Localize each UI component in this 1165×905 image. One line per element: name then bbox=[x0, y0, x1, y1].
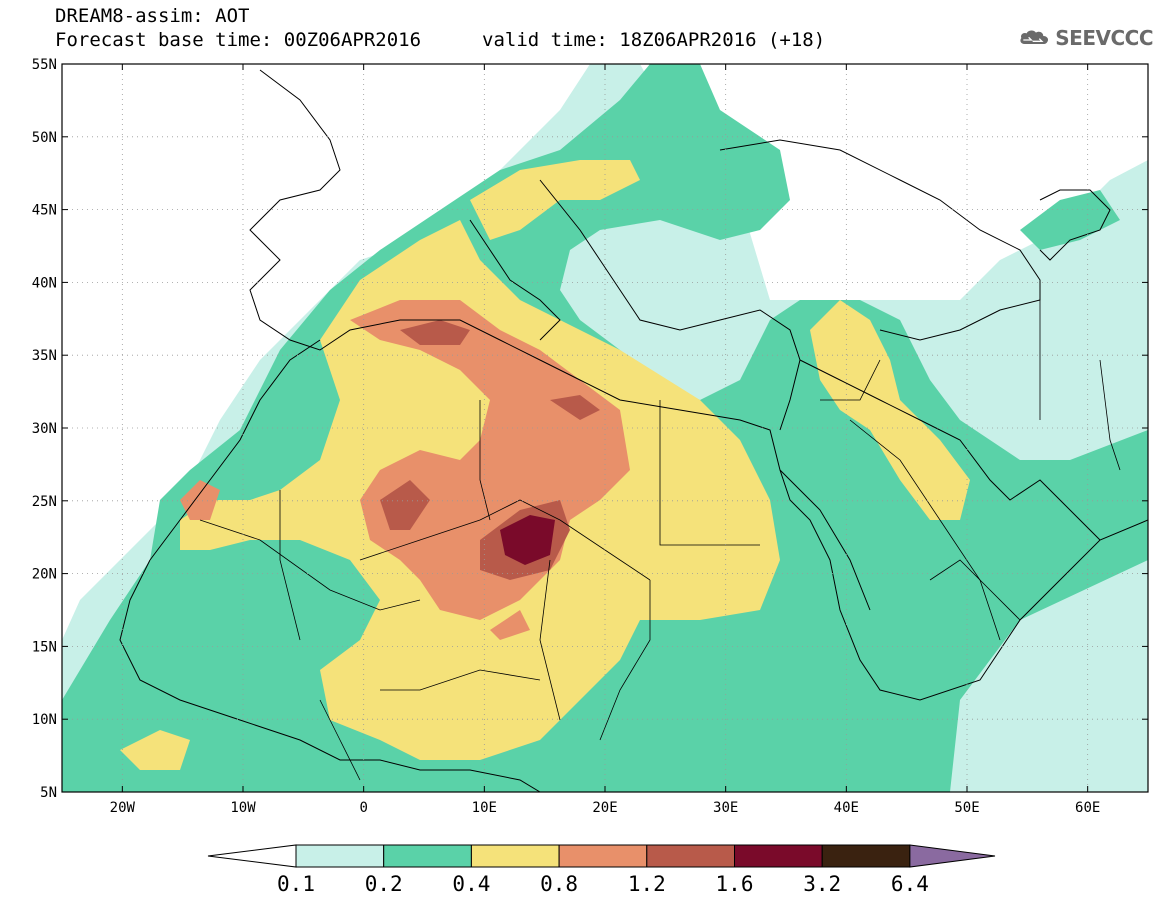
map-grid bbox=[62, 64, 1148, 792]
lon-tick-label: 20E bbox=[592, 800, 617, 816]
lon-tick-label: 50E bbox=[954, 800, 979, 816]
base-time-label: Forecast base time: 00Z06APR2016 bbox=[55, 29, 422, 51]
lon-tick-label: 60E bbox=[1075, 800, 1100, 816]
lon-tick-label: 10W bbox=[230, 800, 256, 816]
legend-color-box bbox=[470, 844, 560, 868]
aot-contour-1.2-east bbox=[550, 395, 600, 420]
lon-tick-label: 10E bbox=[472, 800, 497, 816]
aot-contour-0.2-east bbox=[1020, 190, 1120, 250]
legend-label: 0.8 bbox=[540, 872, 578, 896]
legend-label: 1.2 bbox=[628, 872, 666, 896]
lon-tick-label: 40E bbox=[834, 800, 859, 816]
lon-tick-label: 0 bbox=[359, 800, 367, 816]
lat-tick-label: 15N bbox=[32, 639, 57, 655]
cloud-icon bbox=[1020, 30, 1049, 44]
lat-tick-label: 50N bbox=[32, 130, 57, 146]
lat-tick-label: 45N bbox=[32, 203, 57, 219]
aot-contour-1.6 bbox=[500, 515, 555, 565]
aot-contour-0.4-west bbox=[120, 730, 190, 770]
latitude-axis: 55N 50N 45N 40N 35N 30N 25N 20N 15N 10N 5N bbox=[32, 57, 1148, 801]
legend-label: 0.4 bbox=[452, 872, 490, 896]
legend-color-box bbox=[383, 844, 472, 868]
aot-contour-0.4-gulf bbox=[810, 300, 970, 520]
legend-color-box bbox=[821, 844, 911, 868]
legend-label: 6.4 bbox=[891, 872, 929, 896]
lon-tick-label: 20W bbox=[110, 800, 136, 816]
longitude-axis: 20W 10W 0 10E 20E 30E 40E 50E 60E bbox=[110, 64, 1100, 816]
lat-tick-label: 55N bbox=[32, 57, 57, 73]
lat-tick-label: 20N bbox=[32, 567, 57, 583]
map-title: DREAM8-assim: AOT bbox=[55, 5, 250, 27]
aot-contour-1.2-central bbox=[380, 480, 430, 530]
legend-color-box bbox=[295, 844, 385, 868]
logo-text: SEEVCCC bbox=[1055, 26, 1153, 50]
legend-color-box bbox=[558, 844, 648, 868]
aot-contour-0.8-south bbox=[490, 610, 530, 640]
legend-label: 0.1 bbox=[277, 872, 315, 896]
legend-color-box bbox=[734, 844, 823, 868]
aot-field bbox=[62, 64, 1148, 792]
lat-tick-label: 35N bbox=[32, 348, 57, 364]
lat-tick-label: 30N bbox=[32, 421, 57, 437]
lat-tick-label: 40N bbox=[32, 275, 57, 291]
legend-over-triangle bbox=[909, 844, 996, 868]
legend-color-box bbox=[646, 844, 735, 868]
lat-tick-label: 10N bbox=[32, 712, 57, 728]
aot-contour-0.8-west bbox=[180, 480, 220, 520]
aot-contour-0.4-alps bbox=[470, 160, 640, 240]
legend-label: 3.2 bbox=[803, 872, 841, 896]
lon-tick-label: 30E bbox=[713, 800, 738, 816]
legend-label: 1.6 bbox=[716, 872, 754, 896]
lat-tick-label: 5N bbox=[40, 785, 57, 801]
aot-contour-1.2-north bbox=[400, 320, 470, 345]
legend-under-triangle bbox=[207, 844, 297, 868]
colorbar-legend: 0.1 0.2 0.4 0.8 1.2 1.6 3.2 6.4 bbox=[207, 844, 996, 896]
borders bbox=[199, 280, 1121, 781]
legend-label: 0.2 bbox=[365, 872, 403, 896]
valid-time-label: valid time: 18Z06APR2016 (+18) bbox=[482, 29, 826, 51]
coastlines bbox=[119, 69, 1148, 792]
lat-tick-label: 25N bbox=[32, 494, 57, 510]
seevccc-logo: SEEVCCC bbox=[1018, 22, 1153, 54]
